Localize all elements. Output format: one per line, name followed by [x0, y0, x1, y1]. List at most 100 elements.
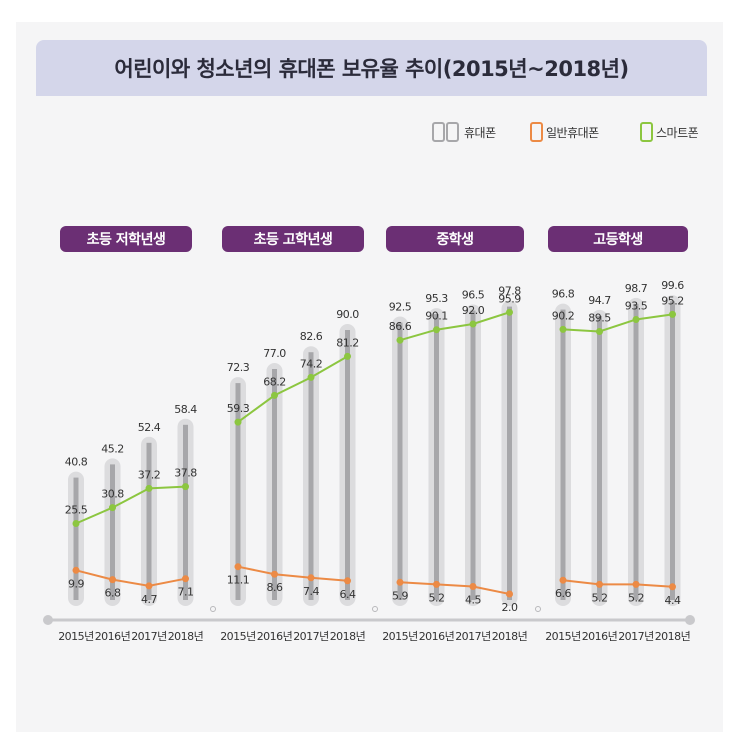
legend-label-feature: 일반휴대폰 [546, 125, 599, 140]
total-value-label: 98.7 [625, 282, 648, 295]
total-bar [560, 309, 566, 600]
legend-item-smart: 스마트폰 [640, 120, 699, 144]
x-tick-label: 2017년 [131, 630, 167, 643]
feature-phone-value-label: 5.2 [429, 591, 445, 604]
total-value-label: 82.6 [300, 330, 323, 343]
total-value-label: 96.8 [552, 288, 575, 301]
feature-phone-point [234, 563, 242, 571]
axis-end-dot [685, 615, 695, 625]
smartphone-line [237, 355, 348, 423]
x-tick-label: 2018년 [655, 630, 691, 643]
feature-phone-value-label: 6.8 [105, 587, 121, 600]
group-separator-dot [535, 606, 541, 612]
x-tick-label: 2018년 [492, 630, 528, 643]
smartphone-value-label: 90.2 [552, 309, 575, 322]
feature-phone-line [237, 565, 348, 582]
feature-phone-value-label: 7.1 [178, 586, 194, 599]
chart-title: 어린이와 청소년의 휴대폰 보유율 추이(2015년~2018년) [114, 57, 629, 81]
x-tick-label: 2016년 [95, 630, 131, 643]
total-bar [434, 314, 439, 600]
legend: 휴대폰 일반휴대폰 스마트폰 [420, 120, 710, 144]
smartphone-point [307, 373, 315, 381]
total-bar [183, 424, 188, 600]
x-tick-label: 2018년 [168, 630, 204, 643]
total-value-label: 99.6 [661, 279, 684, 292]
smartphone-point [234, 418, 242, 426]
feature-phone-value-label: 9.9 [68, 577, 84, 590]
total-bar [235, 383, 241, 600]
smartphone-line [562, 313, 673, 333]
total-value-label: 90.0 [336, 308, 359, 321]
smartphone-value-label: 93.5 [625, 300, 648, 313]
total-value-label: 77.0 [263, 347, 286, 360]
total-bar [633, 303, 639, 600]
group-label-high-school: 고등학생 [548, 226, 688, 252]
total-bar [597, 315, 602, 600]
smartphone-icon [640, 122, 653, 142]
total-bar [470, 310, 476, 600]
x-tick-label: 2017년 [455, 630, 491, 643]
smartphone-point [469, 320, 477, 328]
smartphone-value-label: 86.6 [389, 320, 412, 333]
x-tick-label: 2015년 [58, 630, 94, 643]
feature-phone-point [182, 575, 189, 583]
x-tick-label: 2016년 [257, 630, 293, 643]
group-separator-dot [372, 606, 378, 612]
feature-phone-value-label: 4.5 [465, 594, 481, 607]
smartphone-value-label: 59.3 [227, 402, 250, 415]
x-tick-label: 2016년 [419, 630, 455, 643]
feature-phone-value-label: 5.9 [392, 589, 408, 602]
title-bar: 어린이와 청소년의 휴대폰 보유율 추이(2015년~2018년) [36, 40, 707, 96]
smartphone-point [109, 504, 116, 512]
feature-phone-point [596, 580, 603, 588]
feature-phone-point [109, 576, 116, 584]
x-tick-label: 2015년 [382, 630, 418, 643]
total-value-label: 72.3 [227, 361, 250, 374]
feature-phone-point [344, 577, 351, 585]
x-tick-label: 2015년 [220, 630, 256, 643]
smartphone-point [433, 326, 440, 334]
feature-phone-point [506, 590, 513, 598]
feature-phone-icon [530, 122, 543, 142]
smartphone-value-label: 37.2 [138, 468, 161, 481]
smartphone-line [75, 485, 186, 525]
feature-phone-value-label: 5.2 [592, 591, 608, 604]
feature-phone-value-label: 6.6 [555, 587, 571, 600]
total-bar [110, 464, 115, 600]
feature-phone-point [469, 583, 477, 590]
smartphone-point [632, 316, 640, 323]
smartphone-point [669, 310, 676, 318]
feature-phone-value-label: 4.4 [665, 594, 681, 607]
group-label-elementary-lower: 초등 저학년생 [60, 226, 192, 252]
feature-phone-value-label: 7.4 [303, 585, 319, 598]
axis-start-dot [43, 615, 53, 625]
feature-phone-line [562, 579, 673, 588]
smartphone-line [399, 311, 510, 342]
smartphone-point [344, 352, 351, 360]
total-value-label: 94.7 [588, 294, 611, 307]
feature-phone-value-label: 4.7 [141, 593, 157, 606]
x-tick-label: 2017년 [618, 630, 654, 643]
smartphone-point [506, 308, 513, 316]
smartphone-point [182, 483, 189, 491]
smartphone-point [596, 328, 603, 335]
x-tick-label: 2016년 [582, 630, 618, 643]
feature-phone-value-label: 11.1 [227, 574, 250, 587]
feature-phone-value-label: 5.2 [628, 591, 644, 604]
total-bar [670, 301, 675, 600]
total-bar [507, 306, 512, 600]
feature-phone-value-label: 8.6 [267, 581, 283, 594]
legend-label-total: 휴대폰 [464, 125, 496, 140]
feature-phone-value-label: 6.4 [340, 588, 356, 601]
smartphone-value-label: 30.8 [101, 488, 124, 501]
total-bar [73, 477, 79, 600]
legend-label-smart: 스마트폰 [656, 125, 699, 140]
feature-phone-point [307, 574, 315, 582]
feature-phone-value-label: 2.0 [502, 601, 518, 614]
smartphone-value-label: 68.2 [263, 375, 286, 388]
smartphone-value-label: 95.2 [661, 294, 684, 307]
total-value-label: 92.5 [389, 301, 412, 314]
feature-phone-point [433, 580, 440, 588]
feature-phone-point [145, 582, 153, 590]
